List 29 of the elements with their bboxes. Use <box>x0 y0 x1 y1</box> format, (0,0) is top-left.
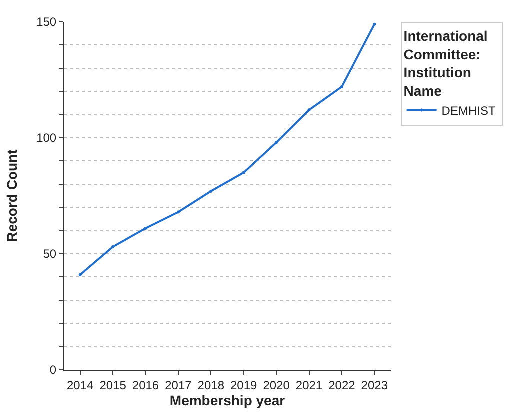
x-tick-label: 2018 <box>198 378 225 392</box>
x-tick-label: 2021 <box>296 378 323 392</box>
point <box>242 171 246 174</box>
legend-label: DEMHIST <box>442 104 496 118</box>
point <box>112 246 115 249</box>
y-axis-title: Record Count <box>4 149 20 242</box>
x-tick-label: 2014 <box>67 378 94 392</box>
x-tick-label: 2017 <box>165 378 192 392</box>
point <box>210 190 213 193</box>
y-tick-label: 50 <box>43 247 57 262</box>
x-tick-label: 2022 <box>328 378 356 392</box>
point <box>176 210 180 214</box>
x-tick-label: 2015 <box>100 378 127 392</box>
point <box>373 22 376 26</box>
point <box>144 226 148 230</box>
line-series <box>78 22 376 276</box>
point <box>340 85 344 88</box>
y-tick-label: 100 <box>36 131 57 146</box>
point <box>308 108 311 112</box>
x-tick-label: 2023 <box>361 378 388 392</box>
x-tick-label: 2016 <box>132 378 160 392</box>
y-tick-label: 0 <box>50 363 57 378</box>
x-axis-title: Membership year <box>170 392 286 408</box>
point <box>275 141 278 144</box>
x-tick-label: 2019 <box>230 378 258 392</box>
x-tick-label: 2020 <box>263 378 290 392</box>
point <box>78 273 82 276</box>
legend-title: International Committee: Institution Name <box>404 28 488 99</box>
y-tick-label: 150 <box>36 15 57 30</box>
